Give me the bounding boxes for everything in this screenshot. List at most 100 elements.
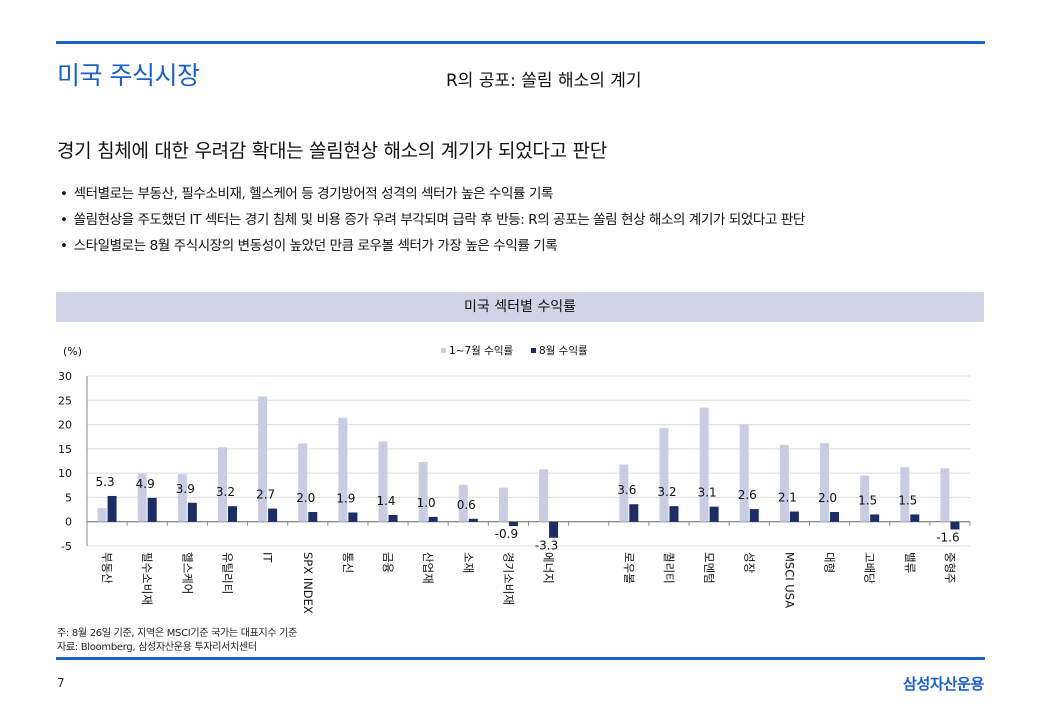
bar-august-return	[549, 521, 559, 538]
bar-h1-return	[940, 468, 950, 522]
footnote-source: 자료: Bloomberg, 삼성자산운용 투자리서치센터	[57, 642, 257, 653]
data-label: 3.6	[617, 483, 636, 497]
x-tick-label: 퀄리티	[662, 552, 676, 584]
bar-august-return	[348, 512, 358, 522]
bar-august-return	[749, 509, 759, 522]
data-label: 2.7	[256, 488, 275, 502]
x-tick-label: 에너지	[542, 552, 556, 584]
bar-h1-return	[699, 407, 709, 522]
x-tick-label: 금융	[381, 552, 395, 573]
bar-august-return	[709, 506, 719, 522]
data-label: 2.0	[296, 491, 315, 505]
x-tick-label: 중형주	[943, 552, 957, 584]
bar-h1-return	[860, 475, 870, 522]
data-label: 2.0	[818, 491, 837, 505]
bar-august-return	[508, 521, 518, 527]
bar-h1-return	[217, 447, 227, 522]
data-label: -0.9	[495, 527, 518, 541]
y-tick-label: 25	[58, 394, 72, 407]
x-tick-label: IT	[261, 552, 275, 563]
bullet-item: 스타일별로는 8월 주식시장의 변동성이 높았던 만큼 로우볼 섹터가 가장 높…	[60, 233, 805, 259]
data-label: 3.9	[176, 482, 195, 496]
data-label: 5.3	[96, 475, 115, 489]
bar-h1-return	[539, 469, 549, 522]
data-label: 1.4	[376, 494, 395, 508]
bar-august-return	[107, 495, 117, 522]
chart-title: 미국 섹터별 수익률	[464, 299, 576, 315]
bar-h1-return	[498, 487, 508, 522]
legend-label: 8월 수익률	[539, 345, 588, 357]
bullet-item: 쏠림현상을 주도했던 IT 섹터는 경기 침체 및 비용 증가 우려 부각되며 …	[60, 207, 806, 233]
x-tick-label: SPX INDEX	[301, 552, 315, 614]
bar-h1-return	[258, 396, 268, 522]
bar-h1-return	[619, 464, 629, 522]
bar-h1-return	[177, 474, 187, 522]
bar-august-return	[268, 508, 278, 522]
data-label: 2.6	[738, 488, 757, 502]
y-tick-label: 5	[65, 491, 72, 504]
footnotes: 주: 8월 26일 기준, 지역은 MSCI기준 국가는 대표지수 기준 자료:…	[57, 627, 297, 655]
y-axis-label: (%)	[63, 345, 82, 358]
bar-h1-return	[97, 508, 107, 522]
brand-logo-text: 삼성자산운용	[902, 675, 984, 693]
x-tick-label: 유틸리티	[220, 552, 234, 594]
x-tick-label: 헬스케어	[180, 552, 194, 594]
x-tick-label: 부동산	[100, 552, 114, 584]
x-tick-label: 밸류	[903, 552, 917, 573]
data-label: 1.0	[417, 496, 436, 510]
bar-august-return	[428, 516, 438, 522]
footnote-basis: 주: 8월 26일 기준, 지역은 MSCI기준 국가는 대표지수 기준	[57, 628, 297, 639]
data-label: 1.9	[336, 491, 355, 505]
top-rule	[56, 41, 985, 44]
bullet-list: 섹터별로는 부동산, 필수소비재, 헬스케어 등 경기방어적 성격의 섹터가 높…	[60, 181, 806, 259]
x-tick-label: 로우볼	[622, 552, 636, 584]
data-label: 3.2	[657, 485, 676, 499]
bar-h1-return	[458, 484, 468, 522]
y-tick-label: 20	[58, 419, 72, 432]
data-label: 4.9	[136, 477, 155, 491]
legend-swatch	[531, 348, 536, 353]
bar-h1-return	[137, 473, 147, 522]
bar-h1-return	[820, 443, 830, 522]
bar-h1-return	[298, 443, 308, 522]
y-tick-label: 0	[65, 516, 72, 529]
data-label: 1.5	[898, 493, 917, 507]
page-number: 7	[57, 676, 65, 690]
y-tick-label: -5	[61, 540, 72, 553]
data-label: 2.1	[778, 491, 797, 505]
x-tick-label: 산업재	[421, 552, 435, 584]
y-tick-label: 15	[58, 443, 72, 456]
data-label: 3.1	[698, 486, 717, 500]
bar-h1-return	[779, 444, 789, 522]
bar-august-return	[669, 506, 679, 522]
bar-august-return	[308, 512, 318, 522]
data-label: 3.2	[216, 485, 235, 499]
x-tick-label: 고배당	[863, 552, 877, 584]
bar-h1-return	[900, 467, 910, 522]
bar-august-return	[950, 521, 960, 530]
y-tick-label: 30	[58, 370, 72, 383]
data-label: -1.6	[936, 530, 959, 544]
bullet-item: 섹터별로는 부동산, 필수소비재, 헬스케어 등 경기방어적 성격의 섹터가 높…	[60, 181, 805, 207]
x-tick-label: MSCI USA	[782, 552, 796, 608]
x-tick-label: 성장	[742, 552, 756, 574]
bar-h1-return	[418, 461, 428, 522]
data-label: 1.5	[858, 493, 877, 507]
bar-august-return	[789, 511, 799, 522]
bar-august-return	[468, 518, 478, 522]
bar-h1-return	[378, 441, 388, 522]
bar-august-return	[910, 514, 920, 522]
bar-h1-return	[659, 427, 669, 522]
chart-banner: 미국 섹터별 수익률	[56, 292, 984, 322]
x-tick-label: 통신	[341, 552, 355, 573]
x-tick-label: 필수소비재	[140, 552, 154, 605]
bottom-rule	[56, 657, 985, 660]
bar-august-return	[227, 506, 237, 522]
bar-august-return	[629, 504, 639, 522]
x-tick-label: 모멘텀	[702, 552, 716, 584]
x-tick-label: 경기소비재	[501, 552, 515, 605]
legend-label: 1~7월 수익률	[449, 345, 513, 357]
bar-august-return	[147, 497, 157, 522]
x-tick-label: 대형	[823, 552, 837, 573]
